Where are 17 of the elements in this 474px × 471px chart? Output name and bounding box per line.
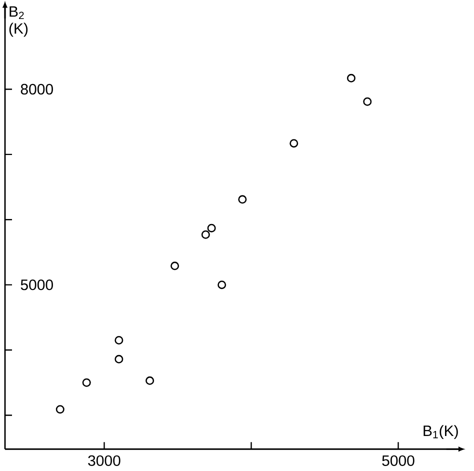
point [114, 336, 124, 344]
point [146, 376, 154, 385]
point [56, 405, 64, 414]
point [363, 97, 372, 106]
point [346, 74, 356, 82]
point [170, 262, 180, 270]
point [290, 139, 298, 148]
point [207, 224, 216, 232]
point [201, 230, 210, 239]
point [114, 354, 124, 364]
x-tick-label: 3000 [88, 455, 120, 466]
y-tick-label: 8000 [20, 84, 53, 94]
point [82, 378, 91, 387]
x-axis-title: B$_{1}$(K) [424, 425, 458, 439]
point [218, 280, 226, 290]
point [238, 195, 247, 204]
y-axis-title: B$_{2}$ (K) [9, 6, 28, 37]
